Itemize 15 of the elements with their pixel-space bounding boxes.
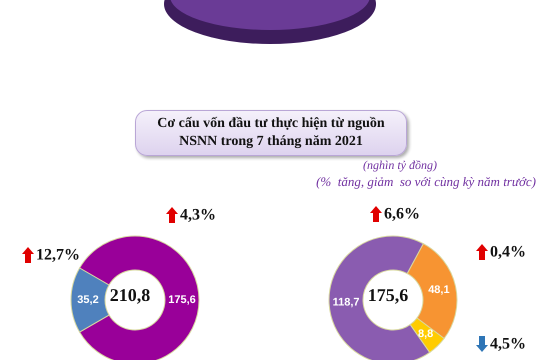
text: Cơ cấu vốn đầu tư thực hiện từ nguồn NSNN trong 7 tháng năm 2021: [135, 110, 407, 156]
text: 12,7%: [36, 246, 80, 264]
data-label: 8,8: [418, 328, 434, 340]
text: 175,6: [368, 285, 408, 305]
text: 210,8: [110, 285, 150, 305]
text: 4,3%: [180, 206, 216, 224]
data-label: 35,2: [77, 294, 99, 306]
data-label: 175,6: [168, 294, 196, 306]
chart-subtitle: (nghìn tỷ đồng): [362, 158, 438, 173]
data-label: 48,1: [428, 284, 450, 296]
text: 4,5%: [490, 336, 526, 352]
text: 0,4%: [490, 244, 526, 260]
text: (% tăng, giảm so với cùng kỳ năm trước): [315, 174, 536, 190]
text: 6,6%: [384, 206, 420, 222]
data-label: 118,7: [332, 296, 360, 309]
